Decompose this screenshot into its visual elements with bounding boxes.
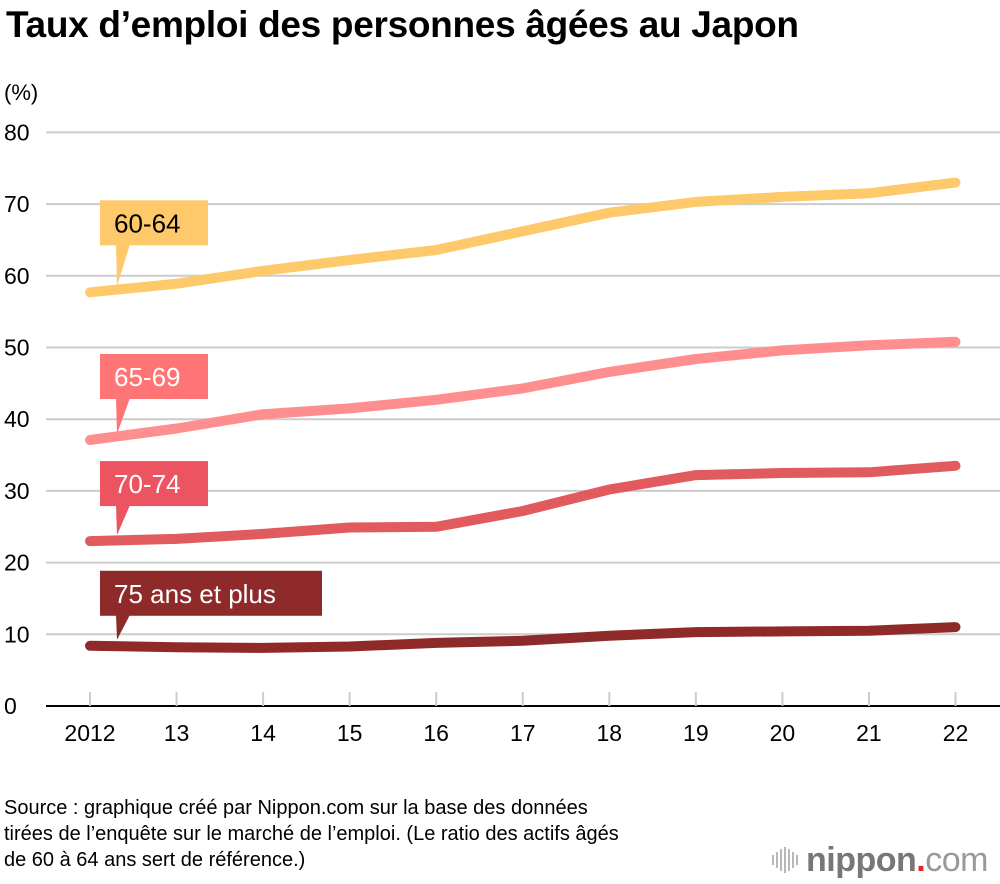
x-tick-label: 17: [510, 720, 536, 746]
soundwave-bars-icon: [772, 847, 798, 873]
label-box: [100, 461, 208, 507]
logo-dot: .: [916, 840, 926, 879]
label-box: [100, 353, 208, 399]
x-tick-label: 21: [856, 720, 882, 746]
x-tick-label: 13: [164, 720, 190, 746]
label-pointer: [116, 614, 130, 640]
label-text: 65-69: [114, 362, 181, 392]
series-line-65-69: [85, 336, 961, 445]
line-chart: 0 10 20 30 40 50 60 70 80 2012 13 14 15 16 17 18 19 20 21…: [4, 119, 1000, 746]
x-tick-label: 15: [337, 720, 363, 746]
series-lines: [85, 177, 961, 653]
y-tick-label: 60: [4, 263, 30, 289]
x-tick-label: 20: [770, 720, 796, 746]
series-line-70-74: [85, 460, 961, 547]
x-tick-label: 18: [597, 720, 623, 746]
series-label-60-64: 60-64: [100, 200, 208, 287]
label-box: [100, 200, 208, 246]
y-tick-label: 10: [4, 621, 30, 647]
y-axis-unit-label: (%): [4, 80, 39, 105]
y-tick-label: 0: [4, 693, 17, 719]
source-line-3: de 60 à 64 ans sert de référence.): [4, 849, 306, 871]
x-axis-ticks: 2012 13 14 15 16 17 18 19 20 21 22: [64, 692, 968, 746]
label-box: [100, 570, 322, 616]
source-line-2: tirées de l’enquête sur le marché de l’e…: [4, 823, 619, 845]
label-pointer: [116, 397, 130, 434]
label-text: 75 ans et plus: [114, 579, 276, 609]
source-note: Source : graphique créé par Nippon.com s…: [4, 795, 794, 873]
label-text: 60-64: [114, 208, 181, 238]
label-pointer: [116, 505, 130, 536]
x-tick-label: 19: [683, 720, 709, 746]
nippon-logo: nippon.com: [772, 840, 988, 880]
x-tick-label: 22: [943, 720, 969, 746]
y-tick-label: 80: [4, 119, 30, 145]
series-label-65-69: 65-69: [100, 353, 208, 434]
x-tick-label: 16: [423, 720, 449, 746]
series-labels: 60-64 65-69 70-74 75 ans et plus: [100, 200, 322, 640]
y-tick-label: 50: [4, 335, 30, 361]
logo-name: nippon: [806, 840, 917, 879]
y-axis-tick-labels: 0 10 20 30 40 50 60 70 80: [4, 119, 30, 719]
y-tick-label: 20: [4, 550, 30, 576]
label-text: 70-74: [114, 469, 181, 499]
label-pointer: [116, 244, 130, 287]
y-tick-label: 70: [4, 191, 30, 217]
series-line-60-64: [85, 177, 961, 298]
y-tick-label: 40: [4, 406, 30, 432]
x-tick-label: 2012: [64, 720, 115, 746]
series-label-75-ans-et-plus: 75 ans et plus: [100, 570, 322, 640]
series-label-70-74: 70-74: [100, 461, 208, 536]
source-line-1: Source : graphique créé par Nippon.com s…: [4, 797, 588, 819]
x-tick-label: 14: [250, 720, 276, 746]
logo-suffix: com: [925, 840, 988, 879]
series-line-75-ans-et-plus: [85, 622, 961, 653]
chart-title: Taux d’emploi des personnes âgées au Jap…: [6, 4, 799, 45]
y-tick-label: 30: [4, 478, 30, 504]
